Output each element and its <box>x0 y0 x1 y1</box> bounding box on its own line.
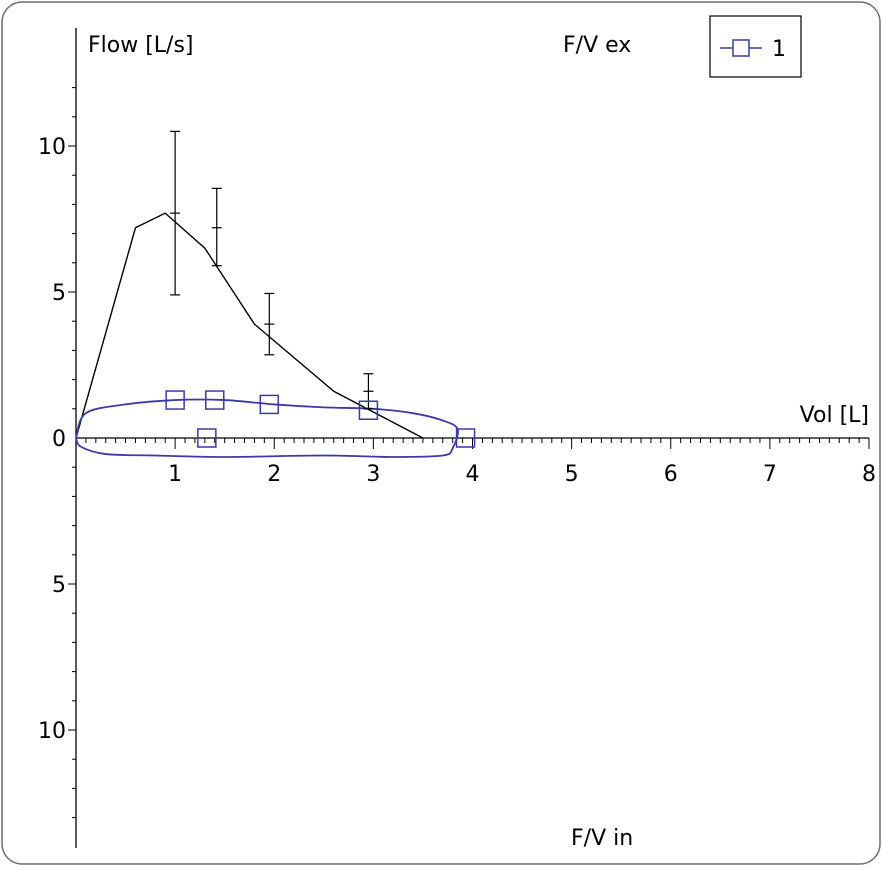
x-tick-label: 2 <box>267 462 281 487</box>
legend-label: 1 <box>772 37 786 62</box>
x-tick-label: 6 <box>664 462 678 487</box>
series-predicted-line <box>75 212 424 439</box>
ticks <box>68 87 870 819</box>
data-point-marker <box>197 428 217 448</box>
legend: 1 <box>709 15 802 78</box>
data-point-marker <box>205 390 225 410</box>
error-bar <box>211 187 222 267</box>
x-tick-label: 4 <box>466 462 480 487</box>
error-bar <box>264 292 275 356</box>
y-tick-label: 5 <box>52 573 66 598</box>
data-point-marker <box>455 428 476 448</box>
error-bar <box>170 130 181 296</box>
data-point-marker <box>259 394 280 415</box>
legend-box <box>709 15 802 78</box>
bottom-label-fv-in: F/V in <box>571 826 633 851</box>
y-tick-label: 10 <box>38 135 66 160</box>
x-tick-label: 1 <box>168 462 182 487</box>
data-point-marker <box>358 400 379 421</box>
legend-marker-icon <box>732 39 750 57</box>
y-tick-label: 5 <box>52 281 66 306</box>
tick-labels: 1 2 3 4 5 6 7 8 10 5 0 5 10 <box>38 135 876 744</box>
x-axis-label: Vol [L] <box>800 403 869 428</box>
x-tick-label: 8 <box>862 462 876 487</box>
x-tick-label: 7 <box>763 462 777 487</box>
top-label-fv-ex: F/V ex <box>563 33 631 58</box>
y-axis-label: Flow [L/s] <box>88 33 194 58</box>
plot-area <box>75 130 476 458</box>
error-bar <box>363 373 374 410</box>
y-tick-label: 10 <box>38 719 66 744</box>
y-tick-label: 0 <box>52 427 66 452</box>
x-tick-label: 3 <box>366 462 380 487</box>
x-tick-label: 5 <box>565 462 579 487</box>
data-point-marker <box>165 390 185 410</box>
